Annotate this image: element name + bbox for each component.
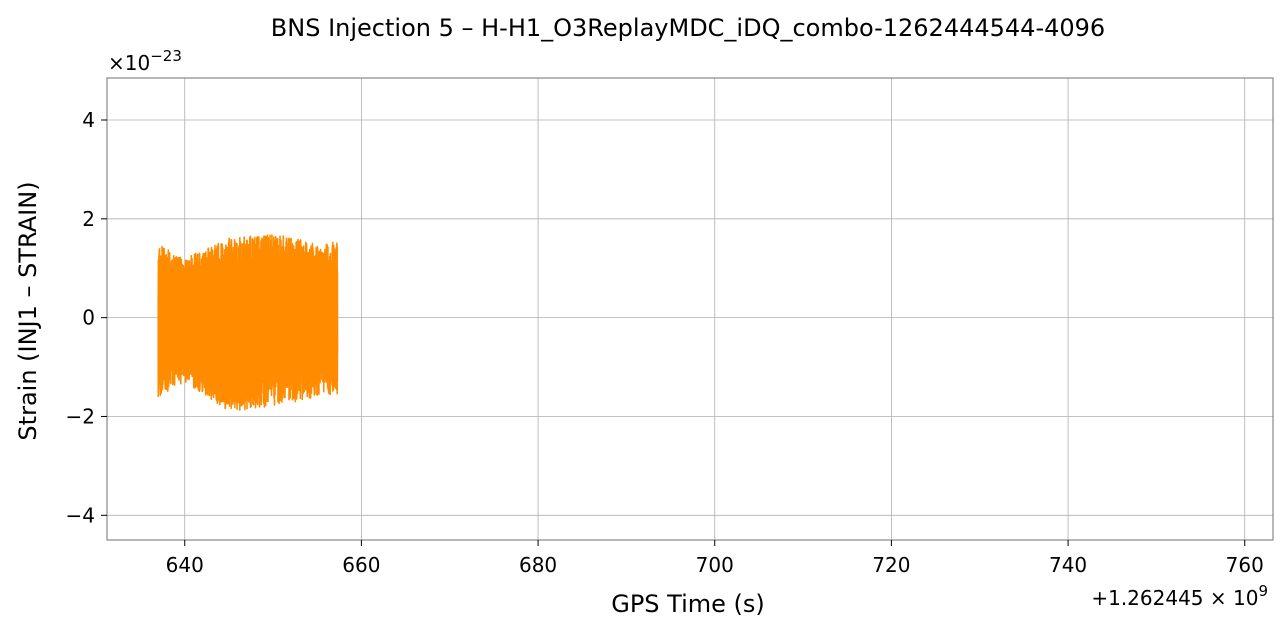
y-scale-exponent: −23 [150, 47, 182, 65]
y-tick-label: 0 [82, 306, 95, 330]
chart-title: BNS Injection 5 – H-H1_O3ReplayMDC_iDQ_c… [271, 14, 1105, 42]
x-offset-label: +1.262445 × 109 [1091, 582, 1268, 610]
y-tick-label: −2 [66, 404, 95, 428]
y-axis-label: Strain (INJ1 – STRAIN) [14, 181, 42, 440]
y-scale-base: ×10 [108, 51, 150, 75]
x-tick-label: 740 [1049, 553, 1087, 577]
x-axis-label: GPS Time (s) [611, 590, 765, 618]
y-tick-label: 4 [82, 108, 95, 132]
y-axis-ticks: −4 −2 0 2 4 [66, 108, 107, 527]
y-scale-factor: ×10−23 [108, 47, 182, 75]
series-layer [157, 234, 339, 411]
x-tick-label: 640 [166, 553, 204, 577]
x-tick-label: 700 [696, 553, 734, 577]
grid [107, 78, 1273, 540]
x-tick-label: 660 [342, 553, 380, 577]
y-tick-label: 2 [82, 207, 95, 231]
x-tick-label: 720 [872, 553, 910, 577]
y-tick-label: −4 [66, 503, 95, 527]
strain-series-line [157, 234, 339, 411]
x-offset-exponent: 9 [1258, 582, 1268, 600]
x-axis-ticks: 640 660 680 700 720 740 760 [166, 540, 1264, 577]
plot-frame [106, 77, 1274, 541]
x-offset-base: +1.262445 × 10 [1091, 586, 1258, 610]
x-tick-label: 760 [1226, 553, 1264, 577]
x-tick-label: 680 [519, 553, 557, 577]
